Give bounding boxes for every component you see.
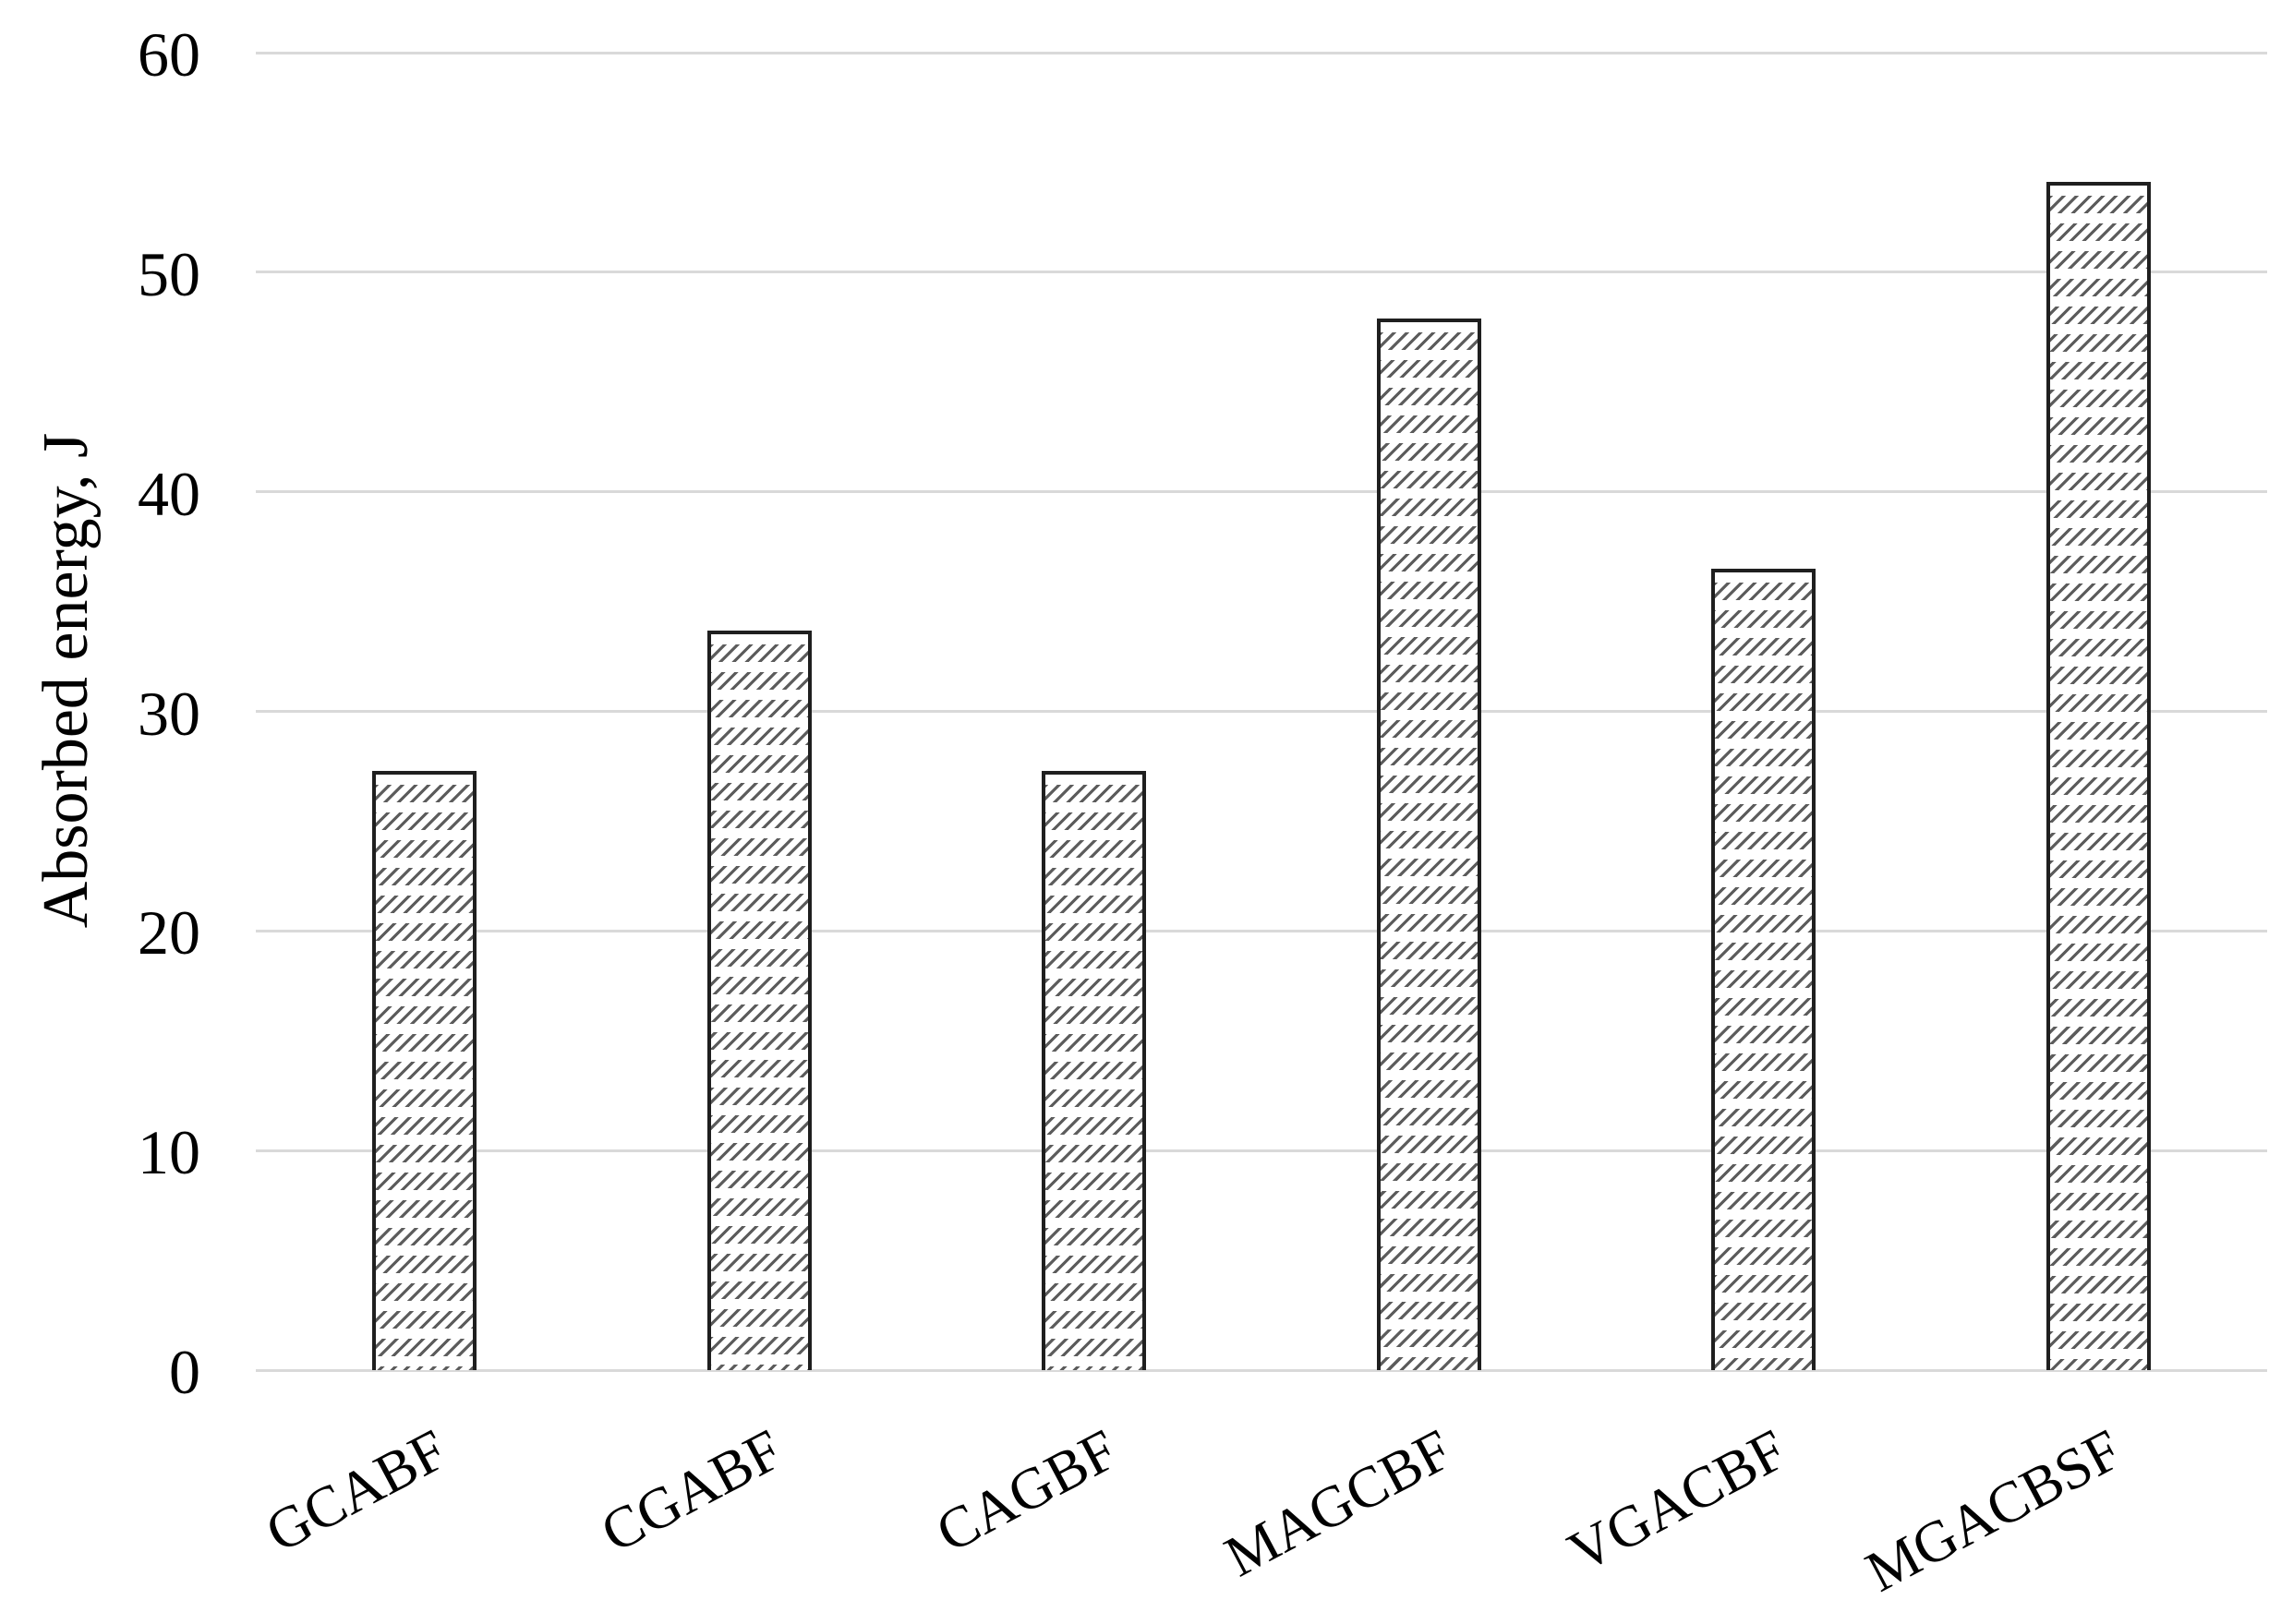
bar-mgacbsf	[2046, 182, 2151, 1370]
gridline-y-10	[256, 1149, 2267, 1152]
bar-magcbf	[1376, 318, 1481, 1370]
x-tick-label-vgacbf: VGACBF	[1558, 1416, 1797, 1585]
y-tick-label-40: 40	[138, 458, 200, 529]
y-axis-title: Absorbed energy, J	[30, 432, 102, 929]
y-tick-label-30: 30	[138, 678, 200, 749]
x-tick-label-cgabf: CGABF	[590, 1416, 793, 1565]
bar-gcabf	[372, 770, 477, 1370]
bar-vgacbf	[1711, 568, 1816, 1370]
x-tick-label-mgacbsf: MGACBSF	[1855, 1416, 2132, 1605]
gridline-y-50	[256, 271, 2267, 274]
bar-cagbf	[1042, 770, 1147, 1370]
y-tick-label-60: 60	[138, 19, 200, 90]
y-tick-label-0: 0	[169, 1337, 200, 1407]
x-tick-label-cagbf: CAGBF	[925, 1416, 1128, 1565]
x-tick-label-gcabf: GCABF	[256, 1416, 458, 1565]
gridline-y-0	[256, 1368, 2267, 1372]
gridline-y-40	[256, 490, 2267, 494]
y-tick-label-20: 20	[138, 897, 200, 968]
bar-cgabf	[706, 630, 812, 1370]
gridline-y-20	[256, 929, 2267, 932]
y-tick-label-50: 50	[138, 238, 200, 309]
y-tick-label-10: 10	[138, 1117, 200, 1188]
x-tick-label-magcbf: MAGCBF	[1214, 1416, 1463, 1590]
gridline-y-30	[256, 710, 2267, 713]
gridline-y-60	[256, 51, 2267, 54]
